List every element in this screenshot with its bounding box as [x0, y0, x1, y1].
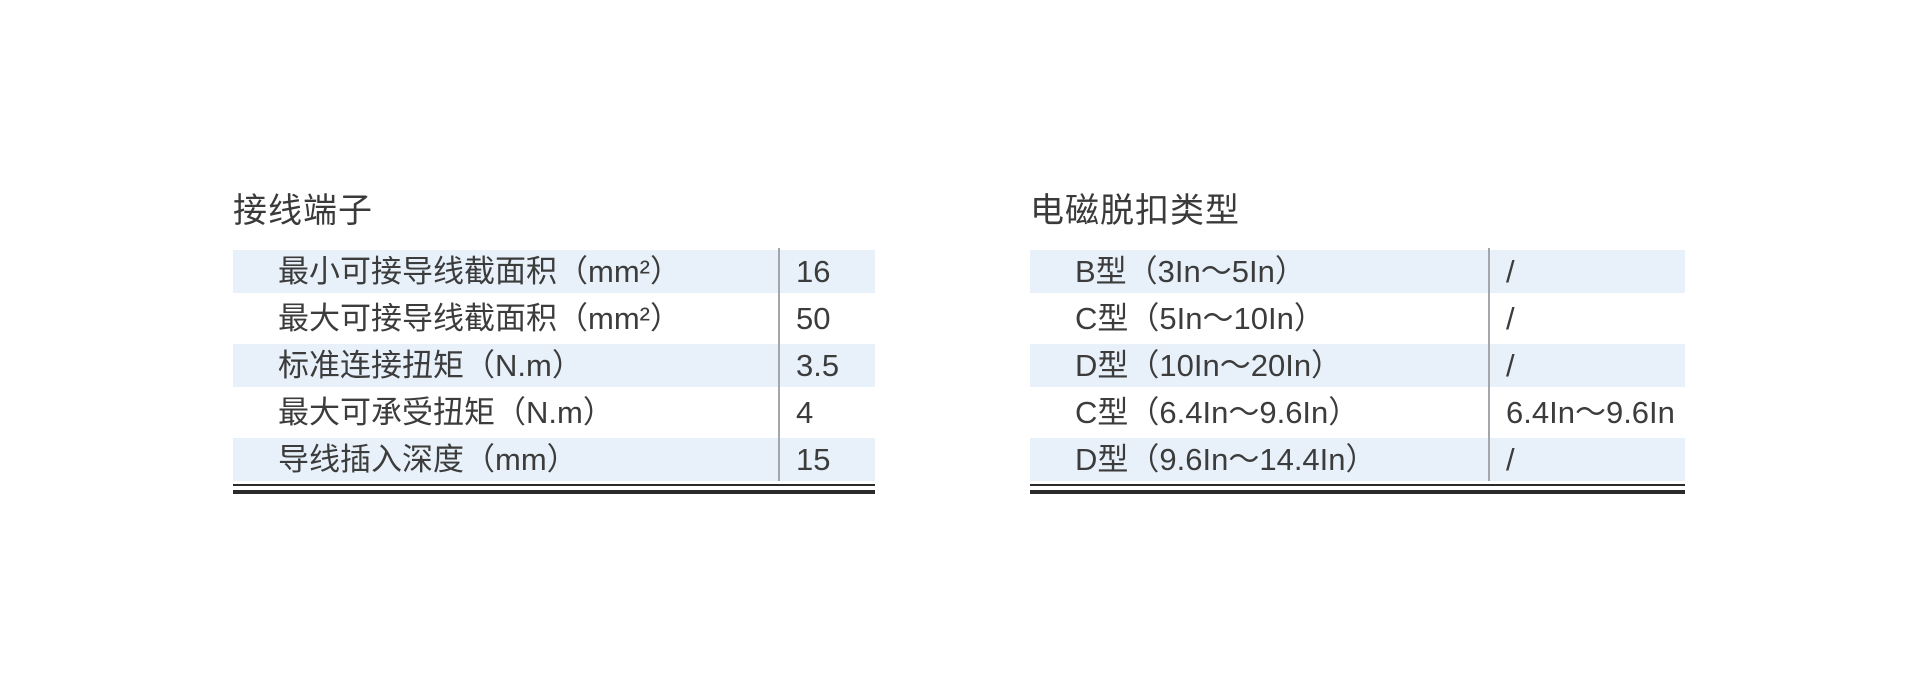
row-value: / [1506, 301, 1515, 336]
terminal-spec-section: 接线端子 最小可接导线截面积（mm²） 16 最大可接导线截面积（mm²） 50… [233, 193, 875, 494]
row-value: 16 [796, 254, 831, 289]
row-value: 3.5 [796, 348, 840, 383]
column-divider [1488, 248, 1490, 481]
row-value: / [1506, 254, 1515, 289]
trip-type-spec-table: B型（3In～5In） / C型（5In～10In） / D型（10In～20I… [1030, 248, 1685, 494]
table-row: 最小可接导线截面积（mm²） 16 [233, 248, 875, 295]
table-bottom-rule-thin [233, 484, 875, 486]
row-label: C型（6.4In～9.6In） [1075, 395, 1360, 430]
row-label: 最大可承受扭矩（N.m） [278, 395, 614, 430]
trip-type-table-rows: B型（3In～5In） / C型（5In～10In） / D型（10In～20I… [1030, 248, 1685, 483]
row-label: D型（10In～20In） [1075, 348, 1343, 383]
row-value: 6.4In～9.6In [1506, 395, 1675, 430]
table-row: B型（3In～5In） / [1030, 248, 1685, 295]
table-row: 最大可接导线截面积（mm²） 50 [233, 295, 875, 342]
terminal-section-title: 接线端子 [233, 192, 373, 230]
row-value: 4 [796, 395, 814, 430]
row-value: / [1506, 442, 1515, 477]
row-label: 标准连接扭矩（N.m） [278, 348, 583, 383]
row-label: 导线插入深度（mm） [278, 442, 578, 477]
table-bottom-rule-thick [1030, 490, 1685, 494]
table-row: D型（10In～20In） / [1030, 342, 1685, 389]
row-label: 最小可接导线截面积（mm²） [278, 254, 681, 289]
row-value: 15 [796, 442, 831, 477]
row-value: 50 [796, 301, 831, 336]
terminal-spec-table: 最小可接导线截面积（mm²） 16 最大可接导线截面积（mm²） 50 标准连接… [233, 248, 875, 494]
table-row: 标准连接扭矩（N.m） 3.5 [233, 342, 875, 389]
terminal-table-rows: 最小可接导线截面积（mm²） 16 最大可接导线截面积（mm²） 50 标准连接… [233, 248, 875, 483]
column-divider [778, 248, 780, 481]
table-row: 导线插入深度（mm） 15 [233, 436, 875, 483]
table-row: 最大可承受扭矩（N.m） 4 [233, 389, 875, 436]
row-value: / [1506, 348, 1515, 383]
table-row: D型（9.6In～14.4In） / [1030, 436, 1685, 483]
row-label: B型（3In～5In） [1075, 254, 1306, 289]
table-bottom-rule-thick [233, 490, 875, 494]
table-row: C型（5In～10In） / [1030, 295, 1685, 342]
table-row: C型（6.4In～9.6In） 6.4In～9.6In [1030, 389, 1685, 436]
row-label: 最大可接导线截面积（mm²） [278, 301, 681, 336]
row-label: D型（9.6In～14.4In） [1075, 442, 1377, 477]
table-bottom-rule-thin [1030, 484, 1685, 486]
row-label: C型（5In～10In） [1075, 301, 1325, 336]
trip-type-section: 电磁脱扣类型 B型（3In～5In） / C型（5In～10In） / D型（1… [1030, 193, 1685, 494]
trip-type-section-title: 电磁脱扣类型 [1030, 192, 1240, 230]
